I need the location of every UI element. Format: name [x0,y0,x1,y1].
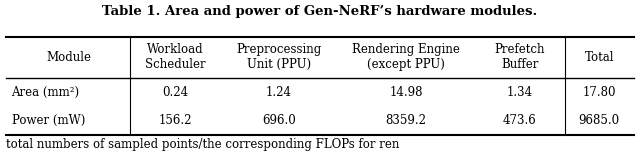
Text: Table 1. Area and power of Gen-NeRF’s hardware modules.: Table 1. Area and power of Gen-NeRF’s ha… [102,5,538,18]
Text: 1.24: 1.24 [266,86,292,99]
Text: Power (mW): Power (mW) [12,114,85,127]
Text: Area (mm²): Area (mm²) [12,86,79,99]
Text: Prefetch
Buffer: Prefetch Buffer [495,43,545,71]
Text: 473.6: 473.6 [503,114,537,127]
Text: 1.34: 1.34 [507,86,533,99]
Text: total numbers of sampled points/the corresponding FLOPs for ren: total numbers of sampled points/the corr… [6,138,400,151]
Text: Module: Module [46,51,91,64]
Text: 696.0: 696.0 [262,114,296,127]
Text: Rendering Engine
(except PPU): Rendering Engine (except PPU) [352,43,460,71]
Text: 8359.2: 8359.2 [386,114,427,127]
Text: 9685.0: 9685.0 [579,114,620,127]
Text: Total: Total [584,51,614,64]
Text: 156.2: 156.2 [159,114,192,127]
Text: 14.98: 14.98 [389,86,423,99]
Text: Preprocessing
Unit (PPU): Preprocessing Unit (PPU) [236,43,321,71]
Text: 0.24: 0.24 [162,86,188,99]
Text: Workload
Scheduler: Workload Scheduler [145,43,205,71]
Text: 17.80: 17.80 [582,86,616,99]
